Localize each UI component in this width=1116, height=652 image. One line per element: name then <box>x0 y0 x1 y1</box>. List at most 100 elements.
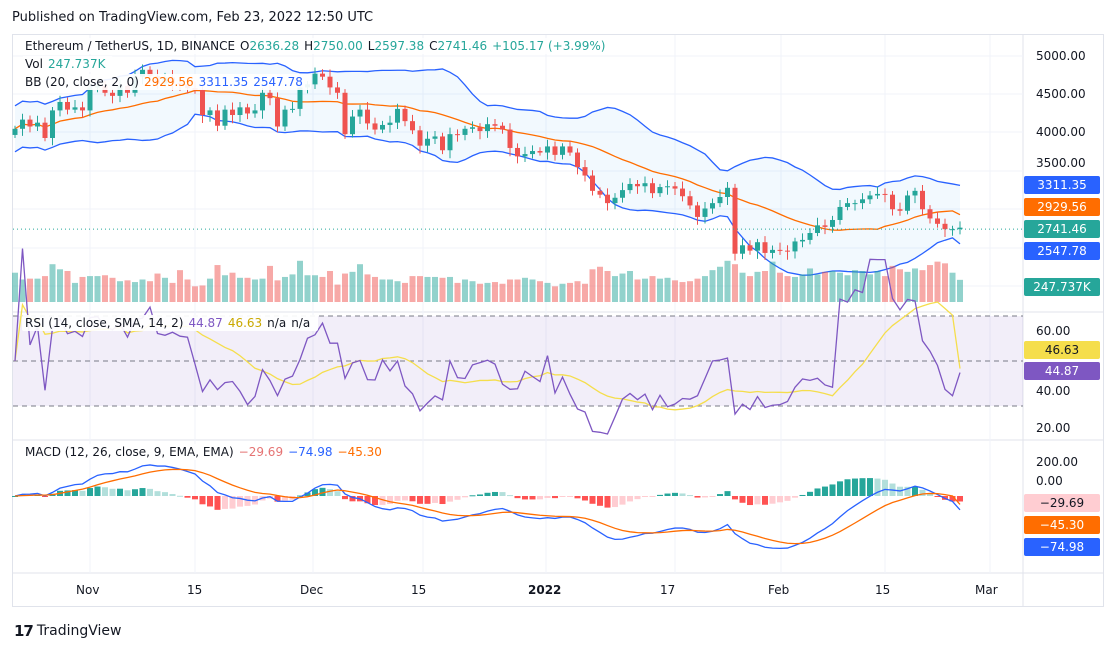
volume-legend[interactable]: Vol 247.737K <box>22 56 114 72</box>
volume-bar <box>177 270 183 302</box>
candle-body <box>290 108 295 110</box>
candle-body <box>762 242 768 253</box>
candle-body <box>920 190 925 210</box>
macd-tick-200: 200.00 <box>1036 455 1078 469</box>
candle-body <box>942 223 948 230</box>
macd-histogram-bar <box>132 489 138 496</box>
candle-body <box>860 199 865 204</box>
volume-bar <box>229 272 236 302</box>
rsi-legend[interactable]: RSI (14, close, SMA, 14, 2) 44.87 46.63 n/a… <box>22 315 319 331</box>
volume-bar <box>507 279 513 302</box>
volume-bar <box>934 261 941 302</box>
candle-body <box>575 152 580 168</box>
candle-body <box>230 109 235 116</box>
macd-line-value: −74.98 <box>288 445 333 459</box>
candle-body <box>485 124 490 132</box>
volume-bar <box>957 279 963 302</box>
volume-bar <box>282 276 288 302</box>
macd-histogram-bar <box>109 488 116 496</box>
bb-fill <box>15 60 960 276</box>
macd-histogram-bar <box>199 496 206 505</box>
macd-histogram-bar <box>462 496 468 498</box>
close-label: C <box>429 39 438 53</box>
volume-bar <box>117 281 123 302</box>
volume-bar <box>537 281 543 302</box>
candle-body <box>410 121 415 131</box>
macd-histogram-bar <box>912 486 918 496</box>
candle-body <box>740 245 745 254</box>
macd-histogram-bar <box>649 496 656 497</box>
macd-histogram-bar <box>124 490 131 496</box>
volume-bar <box>259 278 266 302</box>
bb-legend[interactable]: BB (20, close, 2, 0) 2929.56 3311.35 2547.7… <box>22 74 311 90</box>
candle-body <box>395 108 400 123</box>
bb-lower-value: 2547.78 <box>253 75 303 89</box>
macd-signal-value: −45.30 <box>337 445 382 459</box>
volume-bar <box>874 271 881 302</box>
volume-bar <box>919 270 926 302</box>
volume-bar <box>822 271 828 302</box>
macd-histogram-bar <box>702 496 708 498</box>
candle-body <box>552 146 558 155</box>
volume-bar <box>942 263 948 302</box>
bb-basis-value: 2929.56 <box>143 75 194 89</box>
rsi-line <box>14 248 961 435</box>
candle-body <box>245 107 250 114</box>
volume-bar <box>492 282 498 302</box>
volume-bar <box>754 271 761 302</box>
macd-line <box>14 464 961 549</box>
bb-upper-value: 3311.35 <box>198 75 249 89</box>
volume-bar <box>927 265 933 302</box>
macd-legend[interactable]: MACD (12, 26, close, 9, EMA, EMA) −29.69−… <box>22 444 390 460</box>
macd-histogram-bar <box>327 489 333 496</box>
tradingview-logo[interactable]: 17 TradingView <box>14 622 121 640</box>
macd-tick-0: 0.00 <box>1036 474 1063 488</box>
macd-histogram-bar <box>619 496 626 505</box>
macd-histogram-bar <box>282 496 288 501</box>
macd-hist-value: −29.69 <box>238 445 284 459</box>
macd-histogram-bar <box>402 496 408 501</box>
volume-bar <box>244 277 251 302</box>
macd-histogram-bar <box>627 496 633 502</box>
candle-body <box>440 136 445 151</box>
candle-body <box>822 225 828 227</box>
macd-histogram-bar <box>94 486 101 496</box>
bb-label: BB (20, close, 2, 0) <box>25 75 139 89</box>
macd-histogram-bar <box>499 492 506 496</box>
candle-body <box>357 109 363 117</box>
macd-histogram-bar <box>874 478 881 496</box>
volume-bar <box>162 277 168 302</box>
rsi-tag: 44.87 <box>1024 362 1100 380</box>
volume-bar <box>42 276 48 302</box>
symbol-name[interactable]: Ethereum / TetherUS, 1D, BINANCE <box>25 39 236 53</box>
candle-body <box>635 183 640 187</box>
macd-histogram-bar <box>507 495 513 497</box>
macd-histogram-bar <box>432 496 438 503</box>
macd-histogram-bar <box>867 478 873 496</box>
high-value: 2750.00 <box>313 39 363 53</box>
candle-body <box>717 196 723 204</box>
volume-bar <box>619 273 626 302</box>
volume-bar <box>597 266 603 302</box>
volume-bar <box>897 269 903 302</box>
candle-body <box>530 151 535 155</box>
chart-frame[interactable] <box>12 34 1104 607</box>
macd-histogram-bar <box>792 496 798 498</box>
close-value: 2741.46 <box>437 39 488 53</box>
macd-histogram-bar <box>634 496 641 500</box>
macd-histogram-bar <box>244 496 251 506</box>
volume-bar <box>199 285 206 302</box>
candle-body <box>665 186 670 188</box>
volume-bar <box>409 276 416 302</box>
volume-bar <box>552 286 558 302</box>
volume-bar <box>709 270 716 302</box>
candle-body <box>957 227 963 230</box>
volume-bar <box>612 276 618 302</box>
volume-bar <box>469 281 476 302</box>
rsi-tick-20: 20.00 <box>1036 421 1071 435</box>
price-tick-4000: 4000.00 <box>1036 125 1086 139</box>
candle-body <box>522 154 528 157</box>
time-label-feb-15: 15 <box>875 583 891 597</box>
volume-bar <box>702 276 708 302</box>
